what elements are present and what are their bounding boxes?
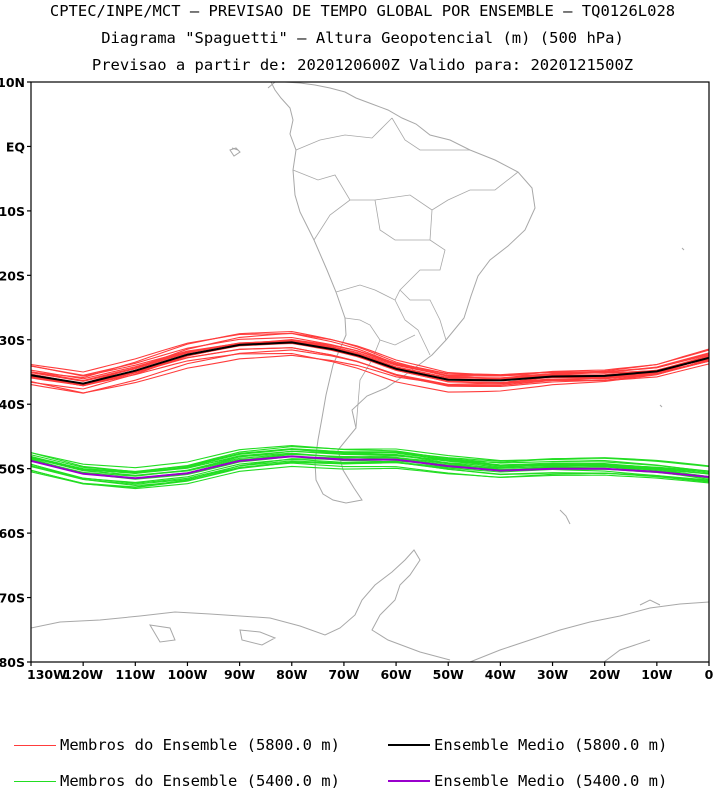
lon-tick-label: 60W <box>380 667 411 682</box>
country-borders <box>292 117 519 429</box>
map-subtitle: Diagrama "Spaguetti" – Altura Geopotenci… <box>101 29 624 47</box>
lon-tick-label: 20W <box>589 667 620 682</box>
lat-tick-label: 20S <box>0 268 25 283</box>
legend-label: Ensemble Medio (5800.0 m) <box>434 736 668 754</box>
legend-mean-5800: Ensemble Medio (5800.0 m) <box>388 735 667 755</box>
lon-tick-label: 100W <box>168 667 208 682</box>
ensemble-member-line <box>31 462 709 485</box>
lon-tick-label: 120W <box>63 667 103 682</box>
coastlines <box>31 82 709 662</box>
legend-swatch-red <box>14 744 56 746</box>
ensemble-member-line <box>31 352 709 393</box>
lon-tick-label: 90W <box>224 667 255 682</box>
map-title: CPTEC/INPE/MCT – PREVISAO DE TEMPO GLOBA… <box>49 2 676 20</box>
legend-members-5400: Membros do Ensemble (5400.0 m) <box>14 771 340 791</box>
lat-tick-label: 40S <box>0 397 25 412</box>
lat-tick-label: 70S <box>0 591 25 606</box>
ensemble-member-line <box>31 455 709 480</box>
lon-tick-label: 0 <box>705 667 714 682</box>
lat-tick-label: 10S <box>0 204 25 219</box>
lon-tick-label: 50W <box>433 667 464 682</box>
lon-tick-label: 70W <box>328 667 359 682</box>
coastline-central-america <box>229 82 276 157</box>
members-5800 <box>31 331 709 394</box>
lat-tick-label: 80S <box>0 655 25 670</box>
legend-label: Membros do Ensemble (5400.0 m) <box>60 772 340 790</box>
lon-tick-label: 110W <box>115 667 155 682</box>
lat-tick-label: 50S <box>0 462 25 477</box>
ensemble-member-line <box>31 448 709 483</box>
coastline-islands <box>231 147 685 606</box>
lat-tick-label: 10N <box>0 75 25 90</box>
legend-swatch-purple <box>388 780 430 782</box>
ensemble-member-line <box>31 331 709 380</box>
map-plot-area <box>31 82 709 662</box>
lon-tick-label: 10W <box>641 667 672 682</box>
ensemble-member-line <box>31 448 709 475</box>
legend-swatch-green <box>14 780 56 782</box>
legend-label: Ensemble Medio (5400.0 m) <box>434 772 668 790</box>
lat-tick-label: EQ <box>6 139 25 154</box>
ensemble-member-line <box>31 339 709 382</box>
coastline-antarctica <box>31 509 709 662</box>
ensemble-mean-5800 <box>31 341 709 385</box>
legend-label: Membros do Ensemble (5800.0 m) <box>60 736 340 754</box>
map-frame <box>30 81 710 663</box>
legend-swatch-black <box>388 744 430 746</box>
ensemble-member-line <box>31 458 709 483</box>
members-5400 <box>31 445 709 490</box>
forecast-dates: Previsao a partir de: 2020120600Z Valido… <box>91 56 634 74</box>
legend-mean-5400: Ensemble Medio (5400.0 m) <box>388 771 667 791</box>
lon-tick-label: 40W <box>485 667 516 682</box>
lon-tick-label: 130W <box>27 667 67 682</box>
ensemble-member-line <box>31 336 709 377</box>
coastline-south-america <box>270 82 536 504</box>
lon-tick-label: 80W <box>276 667 307 682</box>
lon-tick-label: 30W <box>537 667 568 682</box>
legend-members-5800: Membros do Ensemble (5800.0 m) <box>14 735 340 755</box>
ensemble-mean-5400 <box>31 455 709 480</box>
lat-tick-label: 60S <box>0 526 25 541</box>
lat-tick-label: 30S <box>0 333 25 348</box>
